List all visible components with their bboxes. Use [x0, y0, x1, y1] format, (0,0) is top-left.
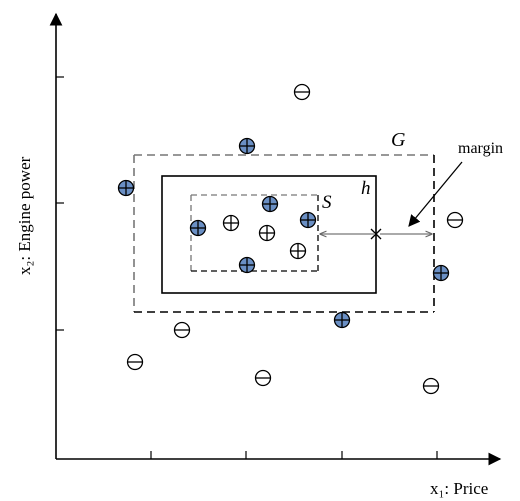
positive-point [299, 211, 317, 229]
data-points [117, 83, 464, 395]
rect-g-label: G [391, 129, 406, 151]
rect-g [133, 154, 435, 313]
rect-s [190, 194, 319, 272]
rect-s-label: S [322, 192, 332, 213]
x-axis-label: x₁: Price [430, 479, 488, 498]
positive-point [189, 219, 207, 237]
negative-point [126, 353, 144, 371]
positive-point [333, 311, 351, 329]
margin-callout-arrow [408, 161, 463, 227]
positive-point [117, 179, 135, 197]
negative-point [446, 211, 464, 229]
negative-point [254, 369, 272, 387]
margin-arrows [320, 228, 432, 240]
margin-label: margin [458, 140, 503, 157]
rect-h-label: h [361, 178, 371, 199]
positive-point [238, 256, 256, 274]
positive-point [258, 224, 276, 242]
y-axis-label: x₂: Engine power [15, 156, 34, 275]
positive-point [432, 264, 450, 282]
negative-point [293, 83, 311, 101]
positive-point [222, 214, 240, 232]
positive-point [261, 195, 279, 213]
negative-point [173, 321, 191, 339]
negative-point [422, 377, 440, 395]
positive-point [238, 137, 256, 155]
positive-point [289, 242, 307, 260]
